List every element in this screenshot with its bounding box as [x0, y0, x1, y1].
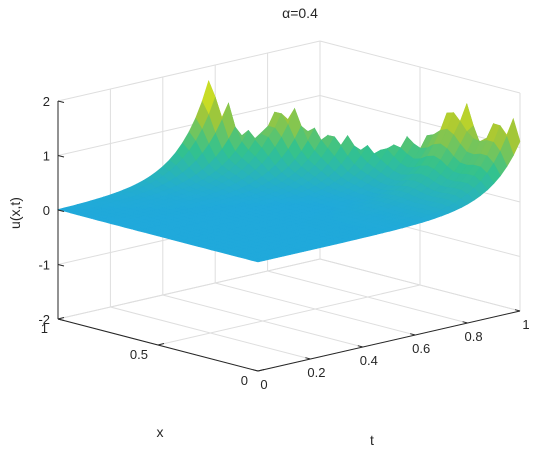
surface-mesh [56, 80, 521, 263]
x-tick-label: 0.5 [130, 347, 148, 362]
t-axis-label: t [370, 432, 374, 448]
z-tick-label: 2 [43, 94, 50, 109]
t-tick-label: 0.8 [465, 329, 483, 344]
t-tick-label: 0.2 [307, 365, 325, 380]
x-axis-label: x [157, 424, 164, 440]
grid-x-floor [157, 284, 421, 346]
z-tick-mark [57, 155, 65, 158]
tick-labels: -2 -1 0 1 2 0 0.5 1 0 0.2 0.4 0.6 0.8 1 [38, 94, 529, 392]
t-tick-mark [305, 357, 311, 360]
x-tick-label: 1 [41, 321, 48, 336]
t-tick-mark [410, 333, 416, 336]
t-tick-label: 0 [260, 377, 267, 392]
z-tick-label: 1 [43, 149, 50, 164]
t-tick-mark [357, 345, 363, 348]
chart-title: α=0.4 [282, 5, 318, 21]
grid-z-back-x [57, 40, 321, 102]
t-tick-mark [252, 369, 259, 372]
axes-lines [57, 100, 521, 372]
z-tick-mark [57, 264, 65, 267]
z-tick-label: -2 [38, 312, 50, 327]
z-axis-label: u(x,t) [7, 197, 23, 229]
grid-z-back-x [57, 95, 321, 156]
x-tick-mark [157, 343, 165, 346]
t-tick-mark [514, 309, 521, 312]
t-tick-mark [462, 321, 468, 324]
z-tick-label: 0 [43, 203, 50, 218]
x-tick-label: 0 [241, 373, 248, 388]
t-tick-label: 0.6 [412, 341, 430, 356]
z-tick-label: -1 [38, 258, 50, 273]
z-tick-mark [57, 100, 65, 103]
x-tick-mark [257, 369, 265, 372]
x-tick-mark [57, 317, 65, 320]
t-tick-label: 0.4 [360, 353, 378, 368]
z-tick-mark [57, 209, 65, 212]
t-tick-label: 1 [522, 317, 529, 332]
surface-patch [251, 258, 265, 263]
t-axis-line [257, 310, 521, 372]
grid-x-floor [57, 258, 321, 320]
